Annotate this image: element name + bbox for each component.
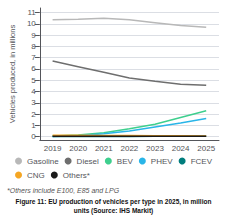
svg-text:7: 7 [31,53,36,62]
svg-text:2020: 2020 [69,144,87,153]
svg-text:units (Source: IHS Markit): units (Source: IHS Markit) [74,207,153,215]
svg-text:Others*: Others* [63,171,90,180]
svg-text:Figure 11: EU production of ve: Figure 11: EU production of vehicles per… [16,198,212,206]
svg-text:11: 11 [27,8,36,17]
svg-text:BEV: BEV [117,157,134,166]
svg-text:9: 9 [31,31,36,40]
svg-text:2019: 2019 [44,144,62,153]
svg-text:6: 6 [31,64,36,73]
svg-text:Diesel: Diesel [77,157,99,166]
svg-text:PHEV: PHEV [151,157,173,166]
svg-text:CNG: CNG [27,171,45,180]
svg-text:5: 5 [31,76,36,85]
svg-text:10: 10 [27,19,36,28]
svg-text:*Others include E100, E85 and: *Others include E100, E85 and LPG [7,187,120,194]
svg-text:0: 0 [31,132,36,141]
svg-text:2023: 2023 [146,144,164,153]
svg-text:8: 8 [31,42,36,51]
svg-text:4: 4 [31,87,36,96]
svg-text:3: 3 [31,98,36,107]
svg-text:Vehicles produced, in millions: Vehicles produced, in millions [8,25,17,124]
svg-text:Gasoline: Gasoline [27,157,59,166]
svg-text:FCEV: FCEV [191,157,213,166]
svg-text:2024: 2024 [172,144,190,153]
svg-text:2022: 2022 [121,144,139,153]
svg-text:2: 2 [31,110,36,119]
svg-text:2025: 2025 [197,144,215,153]
svg-text:1: 1 [31,121,36,130]
svg-text:2021: 2021 [95,144,113,153]
